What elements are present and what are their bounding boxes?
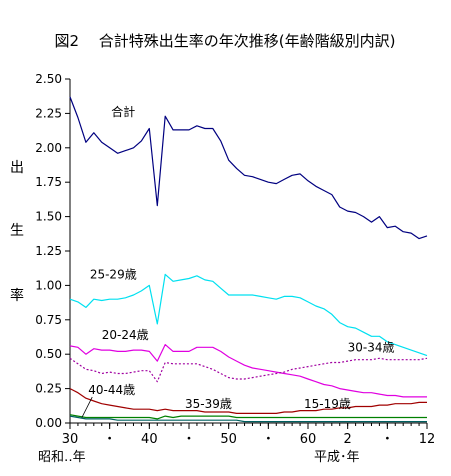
series-line-1 [69,96,428,240]
y-tick-label: 2.25 [35,106,62,120]
x-tick-label: ・ [381,432,394,447]
series-line-6 [69,388,427,414]
axes [69,79,427,424]
series-line-7 [69,415,427,423]
series-label-2: 25-29歳 [90,268,137,282]
x-tick-label: 40 [141,432,158,447]
series-labels: 合計 25-29歳 20-24歳 30-34歳 35-39歳 15-19歳 40-44歳 [81,104,395,418]
x-tick-label: 12 [419,432,436,447]
y-tick-label: 1.00 [35,278,62,292]
chart-title: 図2 合計特殊出生率の年次推移(年齢階級別内訳) [54,32,395,50]
x-tick-label: ・ [103,432,116,447]
x-tick-label: 2 [344,432,352,447]
x-tick-label: 60 [300,432,317,447]
y-tick-label: 1.50 [35,210,62,224]
series-label-5: 35-39歳 [185,397,232,411]
series-line-4 [69,357,428,383]
y-tick-label: 0.50 [35,347,62,361]
series-label-4: 30-34歳 [348,340,395,354]
y-axis-ticks: 0.00 0.25 0.50 0.75 1.00 1.25 1.50 1.75 2.00 2.25… [35,72,70,430]
series-label-3: 20-24歳 [102,328,149,342]
series-line-2 [69,273,428,357]
x-tick-label: ・ [182,432,195,447]
series-label-1: 合計 [111,104,135,119]
x-axis-ticks: 30 ・ 40 ・ 50 ・ 60 2 ・ 12 [62,423,436,447]
x-tick-label: 50 [220,432,237,447]
series-line-5 [69,414,427,420]
y-tick-label: 1.25 [35,244,62,258]
y-axis-title-char-3: 率 [10,287,24,304]
series-lines [69,96,428,423]
y-tick-label: 0.00 [35,416,62,430]
y-tick-label: 2.50 [35,72,62,86]
y-tick-label: 0.75 [35,313,62,327]
x-tick-label: ・ [262,432,275,447]
y-tick-label: 2.00 [35,141,62,155]
y-axis-title-char-1: 出 [10,160,24,176]
x-tick-label: 30 [62,432,79,447]
series-line-3 [69,344,427,398]
era-label-heisei: 平成･年 [314,450,360,465]
y-tick-label: 1.75 [35,175,62,189]
series-label-6: 15-19歳 [304,397,351,411]
y-axis-title-char-2: 生 [10,223,24,239]
era-label-showa: 昭和‥年 [38,450,86,465]
series-leader-line [81,396,93,418]
y-tick-label: 0.25 [35,382,62,396]
series-label-7: 40-44歳 [88,383,135,397]
y-axis-title: 出 生 率 [10,160,24,304]
